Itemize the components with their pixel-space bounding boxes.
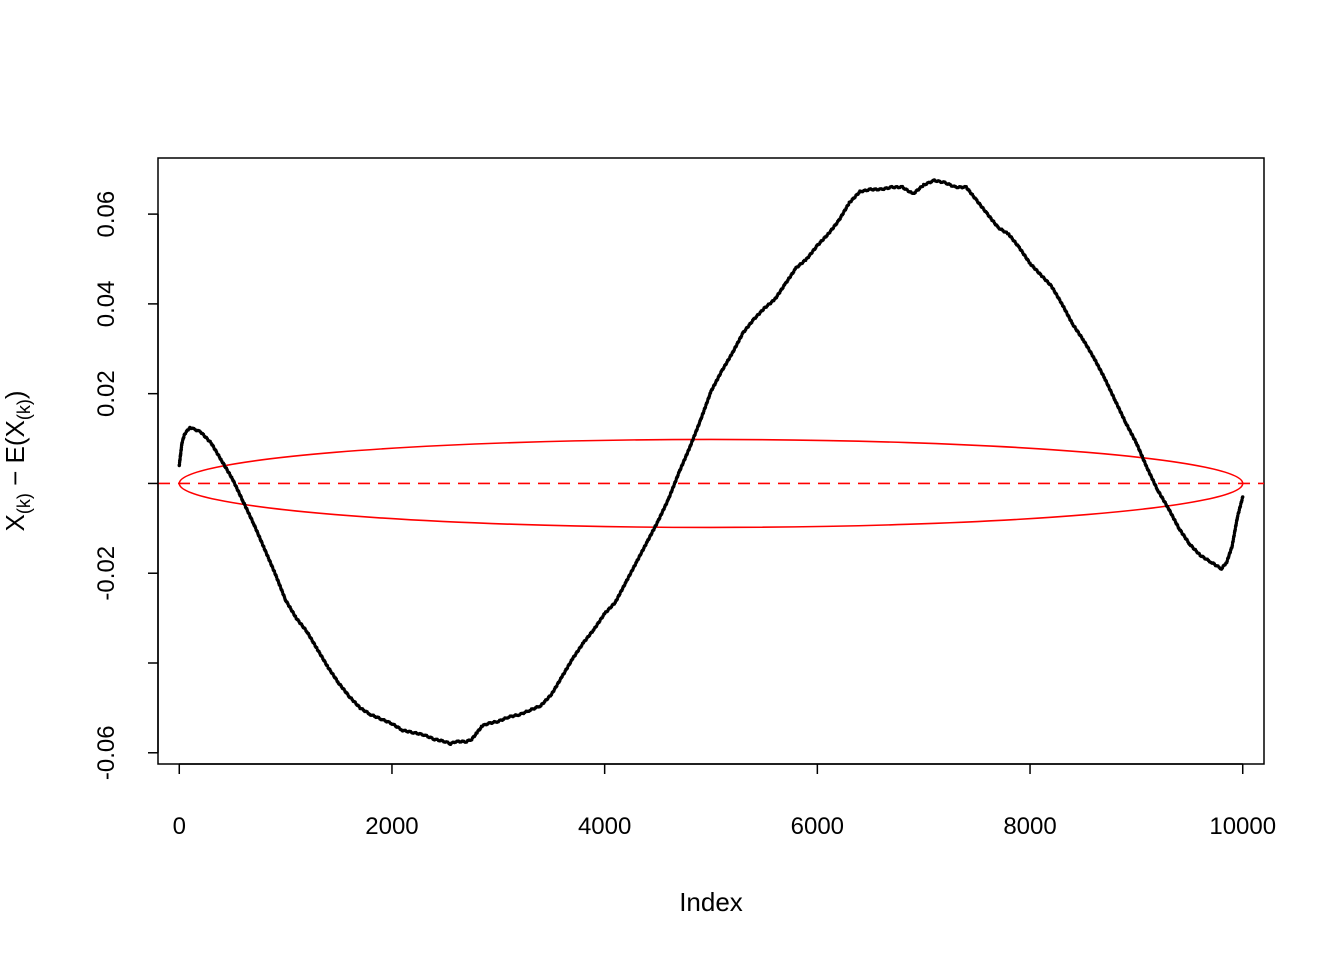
y-tick-label: -0.02: [93, 546, 120, 601]
y-tick-label: 0.02: [93, 370, 120, 417]
x-axis: 0 2000 4000 6000 8000 10000: [173, 763, 1276, 840]
series-layer: [177, 178, 1245, 747]
y-axis-title-part: X: [0, 514, 30, 531]
y-axis: -0.06 -0.02 0.02 0.04 0.06: [93, 191, 159, 780]
reference-layer: [158, 438, 1264, 529]
y-tick-label: 0.06: [93, 191, 120, 238]
y-tick-label: -0.06: [93, 725, 120, 780]
y-axis-title-part: − E(X: [0, 420, 30, 493]
data-point: [1241, 495, 1245, 499]
y-axis-title: X(k) − E(X(k)): [0, 391, 34, 532]
y-axis-title-part: ): [0, 391, 30, 400]
x-tick-label: 0: [173, 813, 186, 840]
y-axis-title-subscript: (k): [14, 399, 34, 420]
x-tick-label: 2000: [365, 813, 418, 840]
y-tick-label: 0.04: [93, 281, 120, 328]
plot-frame: [157, 157, 1265, 765]
x-tick-label: 4000: [578, 813, 631, 840]
x-tick-label: 8000: [1003, 813, 1056, 840]
x-tick-label: 6000: [791, 813, 844, 840]
x-tick-label: 10000: [1209, 813, 1276, 840]
x-axis-title: Index: [679, 887, 743, 917]
red-ellipse: [178, 438, 1244, 529]
y-axis-title-subscript: (k): [14, 493, 34, 514]
